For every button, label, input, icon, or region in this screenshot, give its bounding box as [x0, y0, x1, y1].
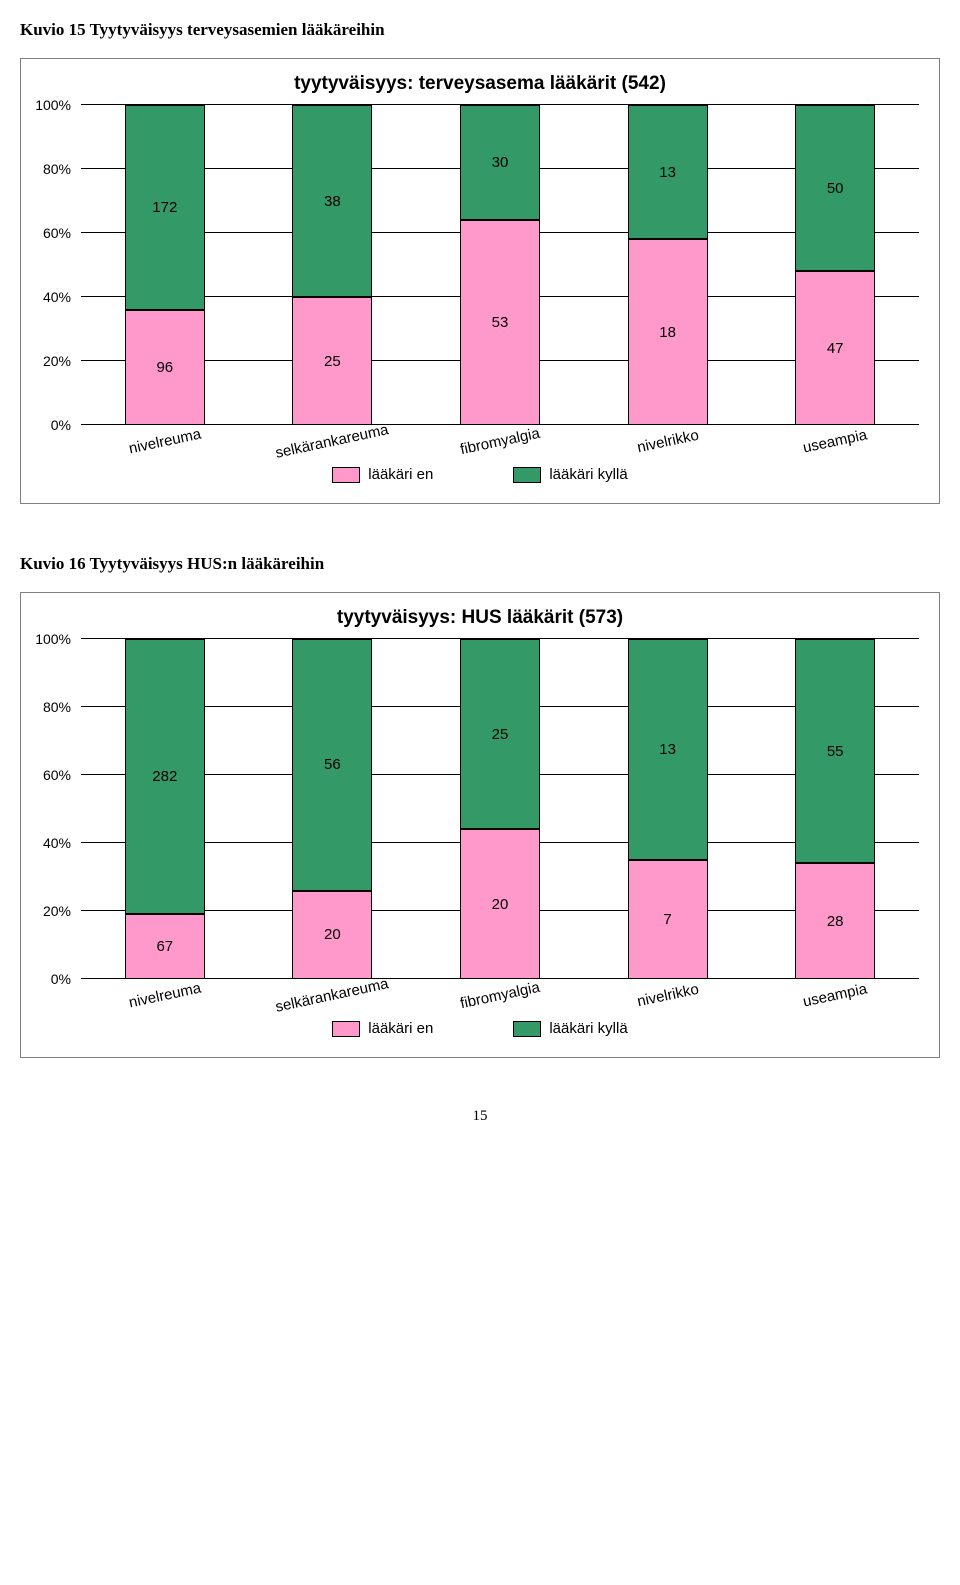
- bar-segment: 47: [795, 271, 875, 425]
- legend-label: lääkäri kyllä: [549, 466, 627, 483]
- chart-2-title: tyytyväisyys: HUS lääkärit (573): [21, 593, 939, 639]
- bar-value-label: 96: [156, 359, 173, 376]
- bar-segment: 20: [292, 891, 372, 979]
- bar: 56 20: [292, 639, 372, 979]
- bar-segment: 172: [125, 105, 205, 310]
- bar-value-label: 18: [659, 324, 676, 341]
- y-axis-label: 20%: [31, 903, 71, 919]
- chart-1-categories: nivelreumaselkärankareumafibromyalgianiv…: [81, 425, 919, 450]
- bar-value-label: 55: [827, 743, 844, 760]
- bars-row: 172 96 38 25 30 53 13 18 50 47: [81, 105, 919, 425]
- bar: 13 7: [628, 639, 708, 979]
- legend-swatch: [332, 467, 360, 483]
- chart-1-title: tyytyväisyys: terveysasema lääkärit (542…: [21, 59, 939, 105]
- bar-value-label: 25: [324, 353, 341, 370]
- bar: 50 47: [795, 105, 875, 425]
- chart-2-legend: lääkäri en lääkäri kyllä: [21, 1004, 939, 1057]
- bar-segment: 38: [292, 105, 372, 297]
- bar: 172 96: [125, 105, 205, 425]
- legend-swatch: [513, 1021, 541, 1037]
- bar-value-label: 20: [492, 896, 509, 913]
- legend-swatch: [513, 467, 541, 483]
- y-axis-label: 80%: [31, 699, 71, 715]
- bar-segment: 67: [125, 914, 205, 979]
- bar-segment: 53: [460, 220, 540, 425]
- bar-segment: 25: [460, 639, 540, 829]
- bar-value-label: 67: [156, 938, 173, 955]
- bar-value-label: 30: [492, 154, 509, 171]
- chart-2-container: tyytyväisyys: HUS lääkärit (573) 0% 20% 40…: [20, 592, 940, 1058]
- bar-segment: 13: [628, 105, 708, 239]
- bar-value-label: 172: [152, 199, 177, 216]
- bar-value-label: 282: [152, 768, 177, 785]
- y-axis-label: 20%: [31, 353, 71, 369]
- legend-item: lääkäri en: [332, 466, 433, 483]
- bar-value-label: 20: [324, 926, 341, 943]
- bar-value-label: 56: [324, 756, 341, 773]
- bar-value-label: 53: [492, 314, 509, 331]
- bar-segment: 96: [125, 310, 205, 425]
- bar-value-label: 7: [663, 911, 671, 928]
- y-axis-label: 40%: [31, 289, 71, 305]
- bar-value-label: 38: [324, 193, 341, 210]
- bar: 282 67: [125, 639, 205, 979]
- legend-label: lääkäri kyllä: [549, 1020, 627, 1037]
- chart-2-plot: 0%20%40%60%80%100%28267562025201375528: [81, 639, 919, 979]
- y-axis-label: 60%: [31, 225, 71, 241]
- bar: 13 18: [628, 105, 708, 425]
- bar-value-label: 50: [827, 180, 844, 197]
- y-axis-label: 100%: [31, 97, 71, 113]
- bar-segment: 18: [628, 239, 708, 425]
- legend-label: lääkäri en: [368, 466, 433, 483]
- bar-segment: 25: [292, 297, 372, 425]
- bar-segment: 30: [460, 105, 540, 220]
- chart-1-container: tyytyväisyys: terveysasema lääkärit (542…: [20, 58, 940, 504]
- y-axis-label: 80%: [31, 161, 71, 177]
- bar-segment: 7: [628, 860, 708, 979]
- y-axis-label: 0%: [31, 417, 71, 433]
- chart-1-plot: 0%20%40%60%80%100%172963825305313185047: [81, 105, 919, 425]
- chart-2-categories: nivelreumaselkärankareumafibromyalgianiv…: [81, 979, 919, 1004]
- bar-segment: 282: [125, 639, 205, 914]
- legend-label: lääkäri en: [368, 1020, 433, 1037]
- heading-kuvio-16: Kuvio 16 Tyytyväisyys HUS:n lääkäreihin: [20, 554, 940, 574]
- legend-swatch: [332, 1021, 360, 1037]
- bar-value-label: 25: [492, 726, 509, 743]
- bar-segment: 56: [292, 639, 372, 891]
- y-axis-label: 40%: [31, 835, 71, 851]
- page-number: 15: [20, 1108, 940, 1125]
- bar-value-label: 13: [659, 741, 676, 758]
- legend-item: lääkäri kyllä: [513, 466, 627, 483]
- bar: 30 53: [460, 105, 540, 425]
- heading-kuvio-15: Kuvio 15 Tyytyväisyys terveysasemien lää…: [20, 20, 940, 40]
- legend-item: lääkäri kyllä: [513, 1020, 627, 1037]
- bar-segment: 20: [460, 829, 540, 979]
- bar-segment: 55: [795, 639, 875, 863]
- bar: 25 20: [460, 639, 540, 979]
- chart-1-legend: lääkäri en lääkäri kyllä: [21, 450, 939, 503]
- bar-value-label: 13: [659, 164, 676, 181]
- bar-value-label: 28: [827, 913, 844, 930]
- bar: 38 25: [292, 105, 372, 425]
- y-axis-label: 60%: [31, 767, 71, 783]
- legend-item: lääkäri en: [332, 1020, 433, 1037]
- bar-value-label: 47: [827, 340, 844, 357]
- bar: 55 28: [795, 639, 875, 979]
- y-axis-label: 0%: [31, 971, 71, 987]
- bar-segment: 50: [795, 105, 875, 271]
- bar-segment: 13: [628, 639, 708, 860]
- y-axis-label: 100%: [31, 631, 71, 647]
- bar-segment: 28: [795, 863, 875, 979]
- bars-row: 282 67 56 20 25 20 13 7 55 28: [81, 639, 919, 979]
